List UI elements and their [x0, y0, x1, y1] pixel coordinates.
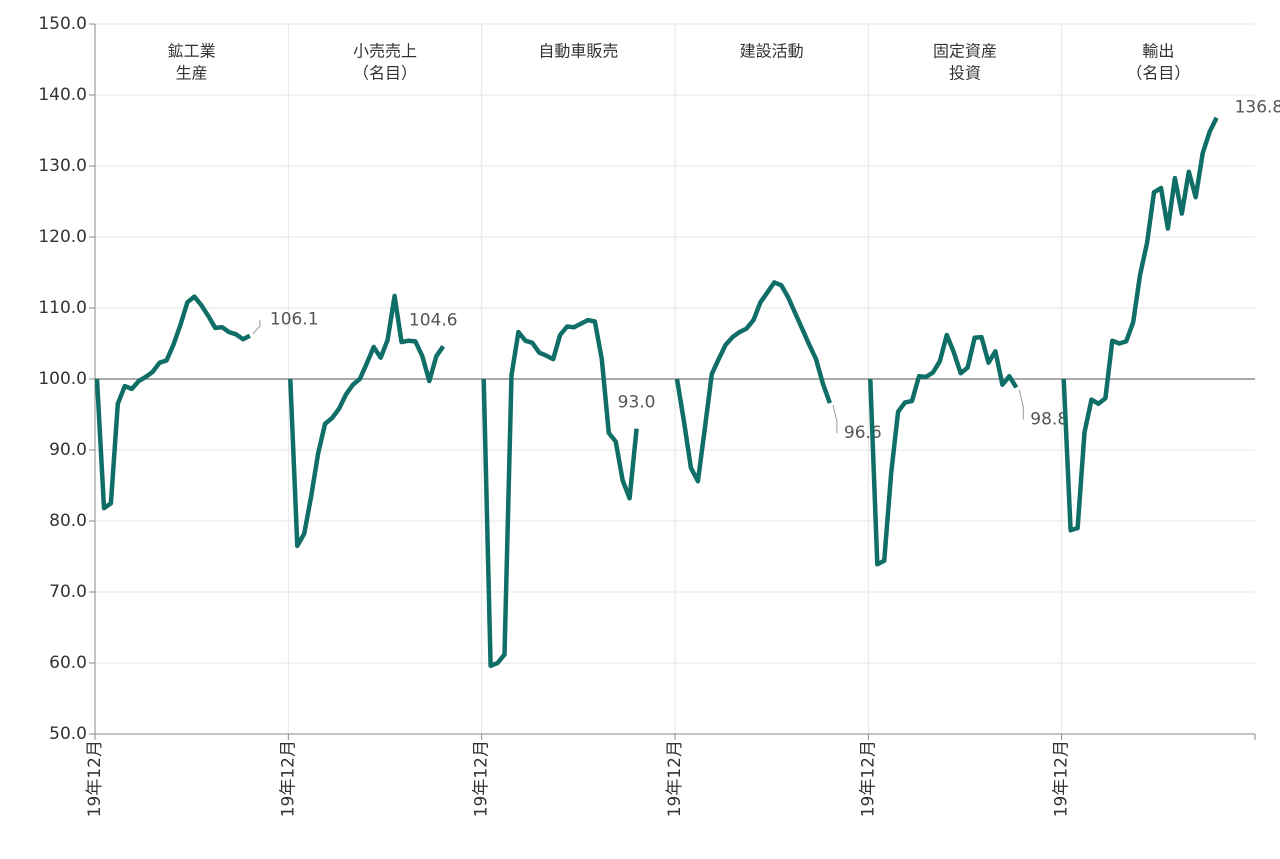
data-label: 104.6	[409, 310, 458, 330]
y-tick-label: 130.0	[38, 156, 87, 176]
panel-title: 鉱工業	[168, 42, 216, 61]
series-line	[94, 294, 251, 511]
data-label: 96.6	[844, 423, 882, 443]
panel-title: 建設活動	[740, 42, 804, 61]
y-tick-label: 120.0	[38, 227, 87, 247]
panel-title: 固定資産	[933, 42, 997, 61]
y-tick-label: 150.0	[38, 14, 87, 34]
y-tick-label: 50.0	[49, 724, 87, 744]
panel-title: 自動車販売	[538, 42, 618, 61]
data-label: 136.8	[1235, 98, 1280, 118]
panel-title: 生産	[176, 64, 208, 83]
leader-line	[832, 405, 838, 434]
series-line	[674, 280, 833, 484]
series-line	[288, 293, 446, 549]
panel-title: 小売売上	[353, 42, 417, 61]
y-tick-label: 100.0	[38, 369, 87, 389]
data-label: 106.1	[270, 310, 319, 330]
panel-title: （名目）	[1126, 64, 1190, 83]
x-tick-label: 19年12月	[278, 740, 298, 817]
y-tick-label: 80.0	[49, 511, 87, 531]
y-tick-label: 110.0	[38, 298, 87, 318]
y-tick-label: 70.0	[49, 582, 87, 602]
x-tick-label: 19年12月	[1052, 740, 1072, 817]
y-tick-label: 60.0	[49, 653, 87, 673]
series-line	[481, 317, 639, 669]
panel-title: （名目）	[353, 64, 417, 83]
y-tick-label: 90.0	[49, 440, 87, 460]
x-tick-label: 19年12月	[665, 740, 685, 817]
leader-line	[1018, 389, 1024, 420]
x-tick-label: 19年12月	[85, 740, 105, 817]
panel-title: 投資	[949, 64, 981, 83]
panel-title: 輸出	[1142, 42, 1174, 61]
y-tick-label: 140.0	[38, 85, 87, 105]
series-line	[1061, 116, 1219, 533]
data-label: 93.0	[618, 393, 656, 413]
series-line	[868, 332, 1019, 567]
x-tick-label: 19年12月	[472, 740, 492, 817]
leader-line	[252, 319, 261, 335]
x-tick-label: 19年12月	[858, 740, 878, 817]
data-label: 98.8	[1030, 410, 1068, 430]
